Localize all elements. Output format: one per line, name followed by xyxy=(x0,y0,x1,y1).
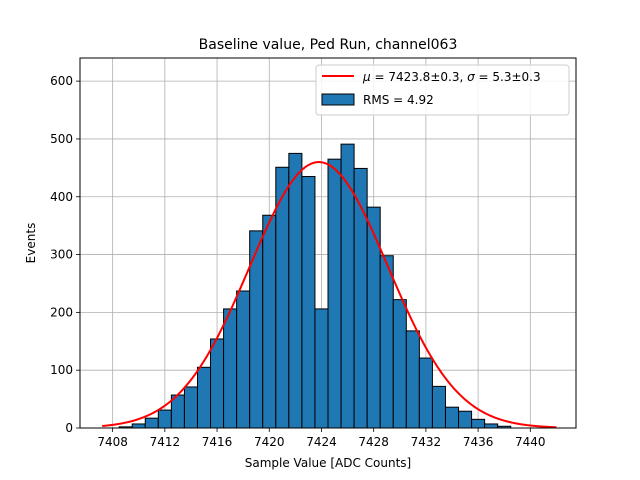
y-axis-ticks: 0 100 200 300 400 500 600 xyxy=(50,74,80,435)
y-tick-label: 100 xyxy=(50,363,73,377)
x-tick-label: 7428 xyxy=(358,435,389,449)
histogram-bar xyxy=(379,255,394,429)
y-tick-label: 500 xyxy=(50,132,73,146)
histogram-bar xyxy=(236,290,251,429)
histogram-bar xyxy=(444,406,460,429)
histogram-bar xyxy=(458,410,473,429)
legend: μ = 7423.8±0.3, σ = 5.3±0.3 RMS = 4.92 xyxy=(315,64,570,116)
legend-entry-rms: RMS = 4.92 xyxy=(363,93,434,107)
legend-box xyxy=(315,64,570,116)
x-tick-label: 7432 xyxy=(411,435,442,449)
histogram-bar xyxy=(262,214,277,429)
histogram-bar xyxy=(418,357,433,429)
y-tick-label: 300 xyxy=(50,248,73,262)
y-tick-label: 600 xyxy=(50,74,73,88)
histogram-bar xyxy=(144,417,159,429)
x-tick-label: 7408 xyxy=(97,435,128,449)
histogram-bar xyxy=(288,152,303,429)
histogram-bar xyxy=(301,176,316,429)
legend-bar-swatch xyxy=(321,93,355,106)
x-tick-label: 7436 xyxy=(463,435,494,449)
x-tick-label: 7440 xyxy=(515,435,546,449)
histogram-bar xyxy=(405,330,420,429)
histogram-bar xyxy=(183,386,198,429)
y-axis-label: Events xyxy=(24,223,38,264)
histogram-bar xyxy=(431,385,446,429)
histogram-bar xyxy=(366,206,381,429)
histogram-bars xyxy=(118,143,512,429)
histogram-bar xyxy=(131,423,146,429)
y-tick-label: 400 xyxy=(50,190,73,204)
y-tick-label: 0 xyxy=(65,421,73,435)
histogram-bar xyxy=(340,143,355,429)
histogram-bar xyxy=(314,308,329,429)
histogram-bar xyxy=(327,158,342,429)
histogram-bar xyxy=(210,338,225,429)
histogram-bar xyxy=(392,299,407,429)
histogram-bar xyxy=(471,418,486,429)
histogram-bar xyxy=(223,308,238,429)
x-axis-ticks: 7408 7412 7416 7420 7424 7428 7432 7436 7440 xyxy=(97,428,546,449)
x-tick-label: 7424 xyxy=(306,435,337,449)
x-tick-label: 7412 xyxy=(150,435,181,449)
chart-title: Baseline value, Ped Run, channel063 xyxy=(199,37,458,53)
histogram-bar xyxy=(196,366,212,429)
plot-frame xyxy=(79,57,577,429)
x-axis-label: Sample Value [ADC Counts] xyxy=(245,456,411,470)
x-tick-label: 7416 xyxy=(202,435,233,449)
y-tick-label: 200 xyxy=(50,305,73,319)
legend-entry-fit: μ = 7423.8±0.3, σ = 5.3±0.3 xyxy=(362,70,541,84)
gaussian-fit-curve xyxy=(102,161,557,429)
x-tick-label: 7420 xyxy=(254,435,285,449)
histogram-bar xyxy=(157,409,172,429)
histogram-bar xyxy=(484,423,499,429)
